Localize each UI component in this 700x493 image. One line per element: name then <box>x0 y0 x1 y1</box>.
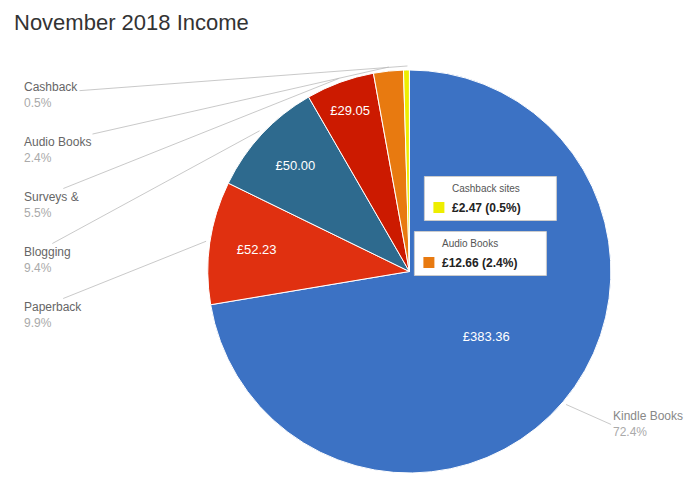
svg-text:Cashback0.5%: Cashback0.5% <box>24 80 78 110</box>
svg-text:£2.47 (0.5%): £2.47 (0.5%) <box>452 201 521 215</box>
svg-text:£52.23: £52.23 <box>237 242 277 257</box>
svg-text:Audio Books2.4%: Audio Books2.4% <box>24 135 91 165</box>
svg-text:£383.36: £383.36 <box>463 329 510 344</box>
svg-text:Paperback9.9%: Paperback9.9% <box>24 300 82 330</box>
svg-text:£12.66 (2.4%): £12.66 (2.4%) <box>442 256 517 270</box>
svg-text:Cashback sites: Cashback sites <box>452 183 520 194</box>
svg-text:November 2018 Income: November 2018 Income <box>14 10 249 35</box>
svg-text:Audio Books: Audio Books <box>442 238 498 249</box>
svg-text:£50.00: £50.00 <box>275 158 315 173</box>
svg-text:Blogging9.4%: Blogging9.4% <box>24 245 71 275</box>
svg-text:Kindle Books72.4%: Kindle Books72.4% <box>613 409 683 439</box>
svg-text:Surveys &5.5%: Surveys &5.5% <box>24 190 79 220</box>
svg-text:£29.05: £29.05 <box>330 103 370 118</box>
